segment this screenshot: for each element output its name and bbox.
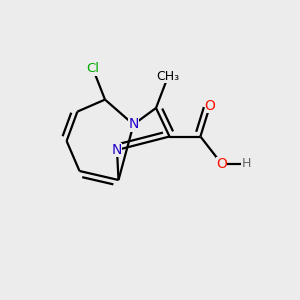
Text: N: N [112,143,122,157]
Text: O: O [216,157,227,170]
Text: H: H [241,157,251,170]
Text: Cl: Cl [86,62,100,76]
Text: N: N [128,118,139,131]
Text: CH₃: CH₃ [156,70,180,83]
Text: O: O [205,99,215,112]
